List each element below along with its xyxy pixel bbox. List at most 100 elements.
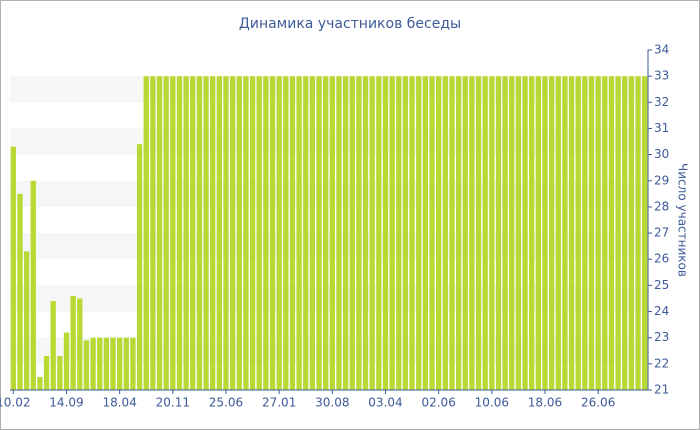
bar <box>210 76 216 391</box>
bar <box>442 76 448 391</box>
bar <box>17 193 23 390</box>
bar <box>37 376 43 390</box>
bar <box>269 76 276 391</box>
x-tick-label: 30.08 <box>315 396 349 410</box>
y-tick-label: 25 <box>654 278 669 292</box>
y-tick-label: 33 <box>654 69 669 83</box>
bar <box>216 76 223 391</box>
x-tick-label: 03.04 <box>368 396 402 410</box>
bar <box>416 76 422 391</box>
bar <box>43 356 50 390</box>
bar <box>336 76 342 391</box>
bar <box>542 76 548 391</box>
bar <box>529 76 535 391</box>
bar <box>482 76 488 391</box>
y-tick-label: 28 <box>654 199 669 213</box>
bar <box>303 76 309 391</box>
bar <box>349 76 355 391</box>
x-tick-label: 18.06 <box>528 396 562 410</box>
bar <box>110 337 116 390</box>
bar <box>176 76 183 391</box>
x-tick-label: 27.01 <box>262 396 296 410</box>
bar <box>588 76 595 391</box>
bar <box>382 76 389 391</box>
grid-band <box>10 337 648 364</box>
bar <box>63 332 70 390</box>
bar <box>422 76 429 391</box>
x-tick-label: 18.04 <box>102 396 136 410</box>
bar <box>489 76 495 391</box>
y-tick-label: 24 <box>654 304 669 318</box>
bar <box>462 76 468 391</box>
bar <box>276 76 282 391</box>
bar <box>595 76 601 391</box>
bar <box>256 76 262 391</box>
bar <box>263 76 269 391</box>
grid-band <box>10 76 648 103</box>
x-tick-label: 10.02 <box>0 396 31 410</box>
bar <box>316 76 322 391</box>
y-tick-label: 23 <box>654 330 669 344</box>
bar <box>568 76 575 391</box>
bar <box>183 76 189 391</box>
bar <box>389 76 395 391</box>
bar <box>170 76 176 391</box>
x-tick-label: 26.06 <box>581 396 615 410</box>
bar <box>130 337 136 390</box>
bar <box>77 298 83 390</box>
bar <box>449 76 455 391</box>
y-tick-label: 32 <box>654 95 669 109</box>
bar <box>136 144 143 390</box>
bar <box>495 76 502 391</box>
x-tick-label: 14.09 <box>49 396 83 410</box>
bar <box>309 76 316 391</box>
bar <box>236 76 242 391</box>
bar <box>429 76 435 391</box>
bar <box>469 76 475 391</box>
y-tick-label: 22 <box>654 356 669 370</box>
bar <box>402 76 409 391</box>
bar <box>502 76 508 391</box>
bar <box>615 76 621 391</box>
bar <box>23 251 30 390</box>
bar <box>190 76 196 391</box>
x-tick-label: 10.06 <box>475 396 509 410</box>
bar <box>163 76 169 391</box>
bar <box>342 76 349 391</box>
bar <box>435 76 442 391</box>
bar <box>223 76 229 391</box>
bar <box>249 76 256 391</box>
bar <box>608 76 615 391</box>
x-tick-label: 20.11 <box>156 396 190 410</box>
bar <box>515 76 522 391</box>
bar <box>575 76 581 391</box>
bar <box>329 76 335 391</box>
bar <box>602 76 608 391</box>
bar <box>642 76 648 391</box>
bar <box>156 76 163 391</box>
bar <box>409 76 415 391</box>
bar <box>475 76 482 391</box>
bar <box>562 76 568 391</box>
bar <box>396 76 402 391</box>
bar <box>196 76 203 391</box>
bar <box>116 337 123 390</box>
bar <box>362 76 369 391</box>
x-tick-label: 25.06 <box>209 396 243 410</box>
bar <box>582 76 588 391</box>
y-tick-label: 21 <box>654 383 669 397</box>
bar <box>123 337 129 390</box>
bar <box>522 76 528 391</box>
bar <box>635 76 641 391</box>
bar <box>30 180 36 390</box>
bar <box>555 76 561 391</box>
y-tick-label: 30 <box>654 147 669 161</box>
bar <box>150 76 156 391</box>
x-tick-label: 02.06 <box>421 396 455 410</box>
bar <box>369 76 375 391</box>
bar <box>283 76 289 391</box>
y-tick-label: 26 <box>654 252 669 266</box>
bar <box>509 76 515 391</box>
bar <box>90 337 96 390</box>
